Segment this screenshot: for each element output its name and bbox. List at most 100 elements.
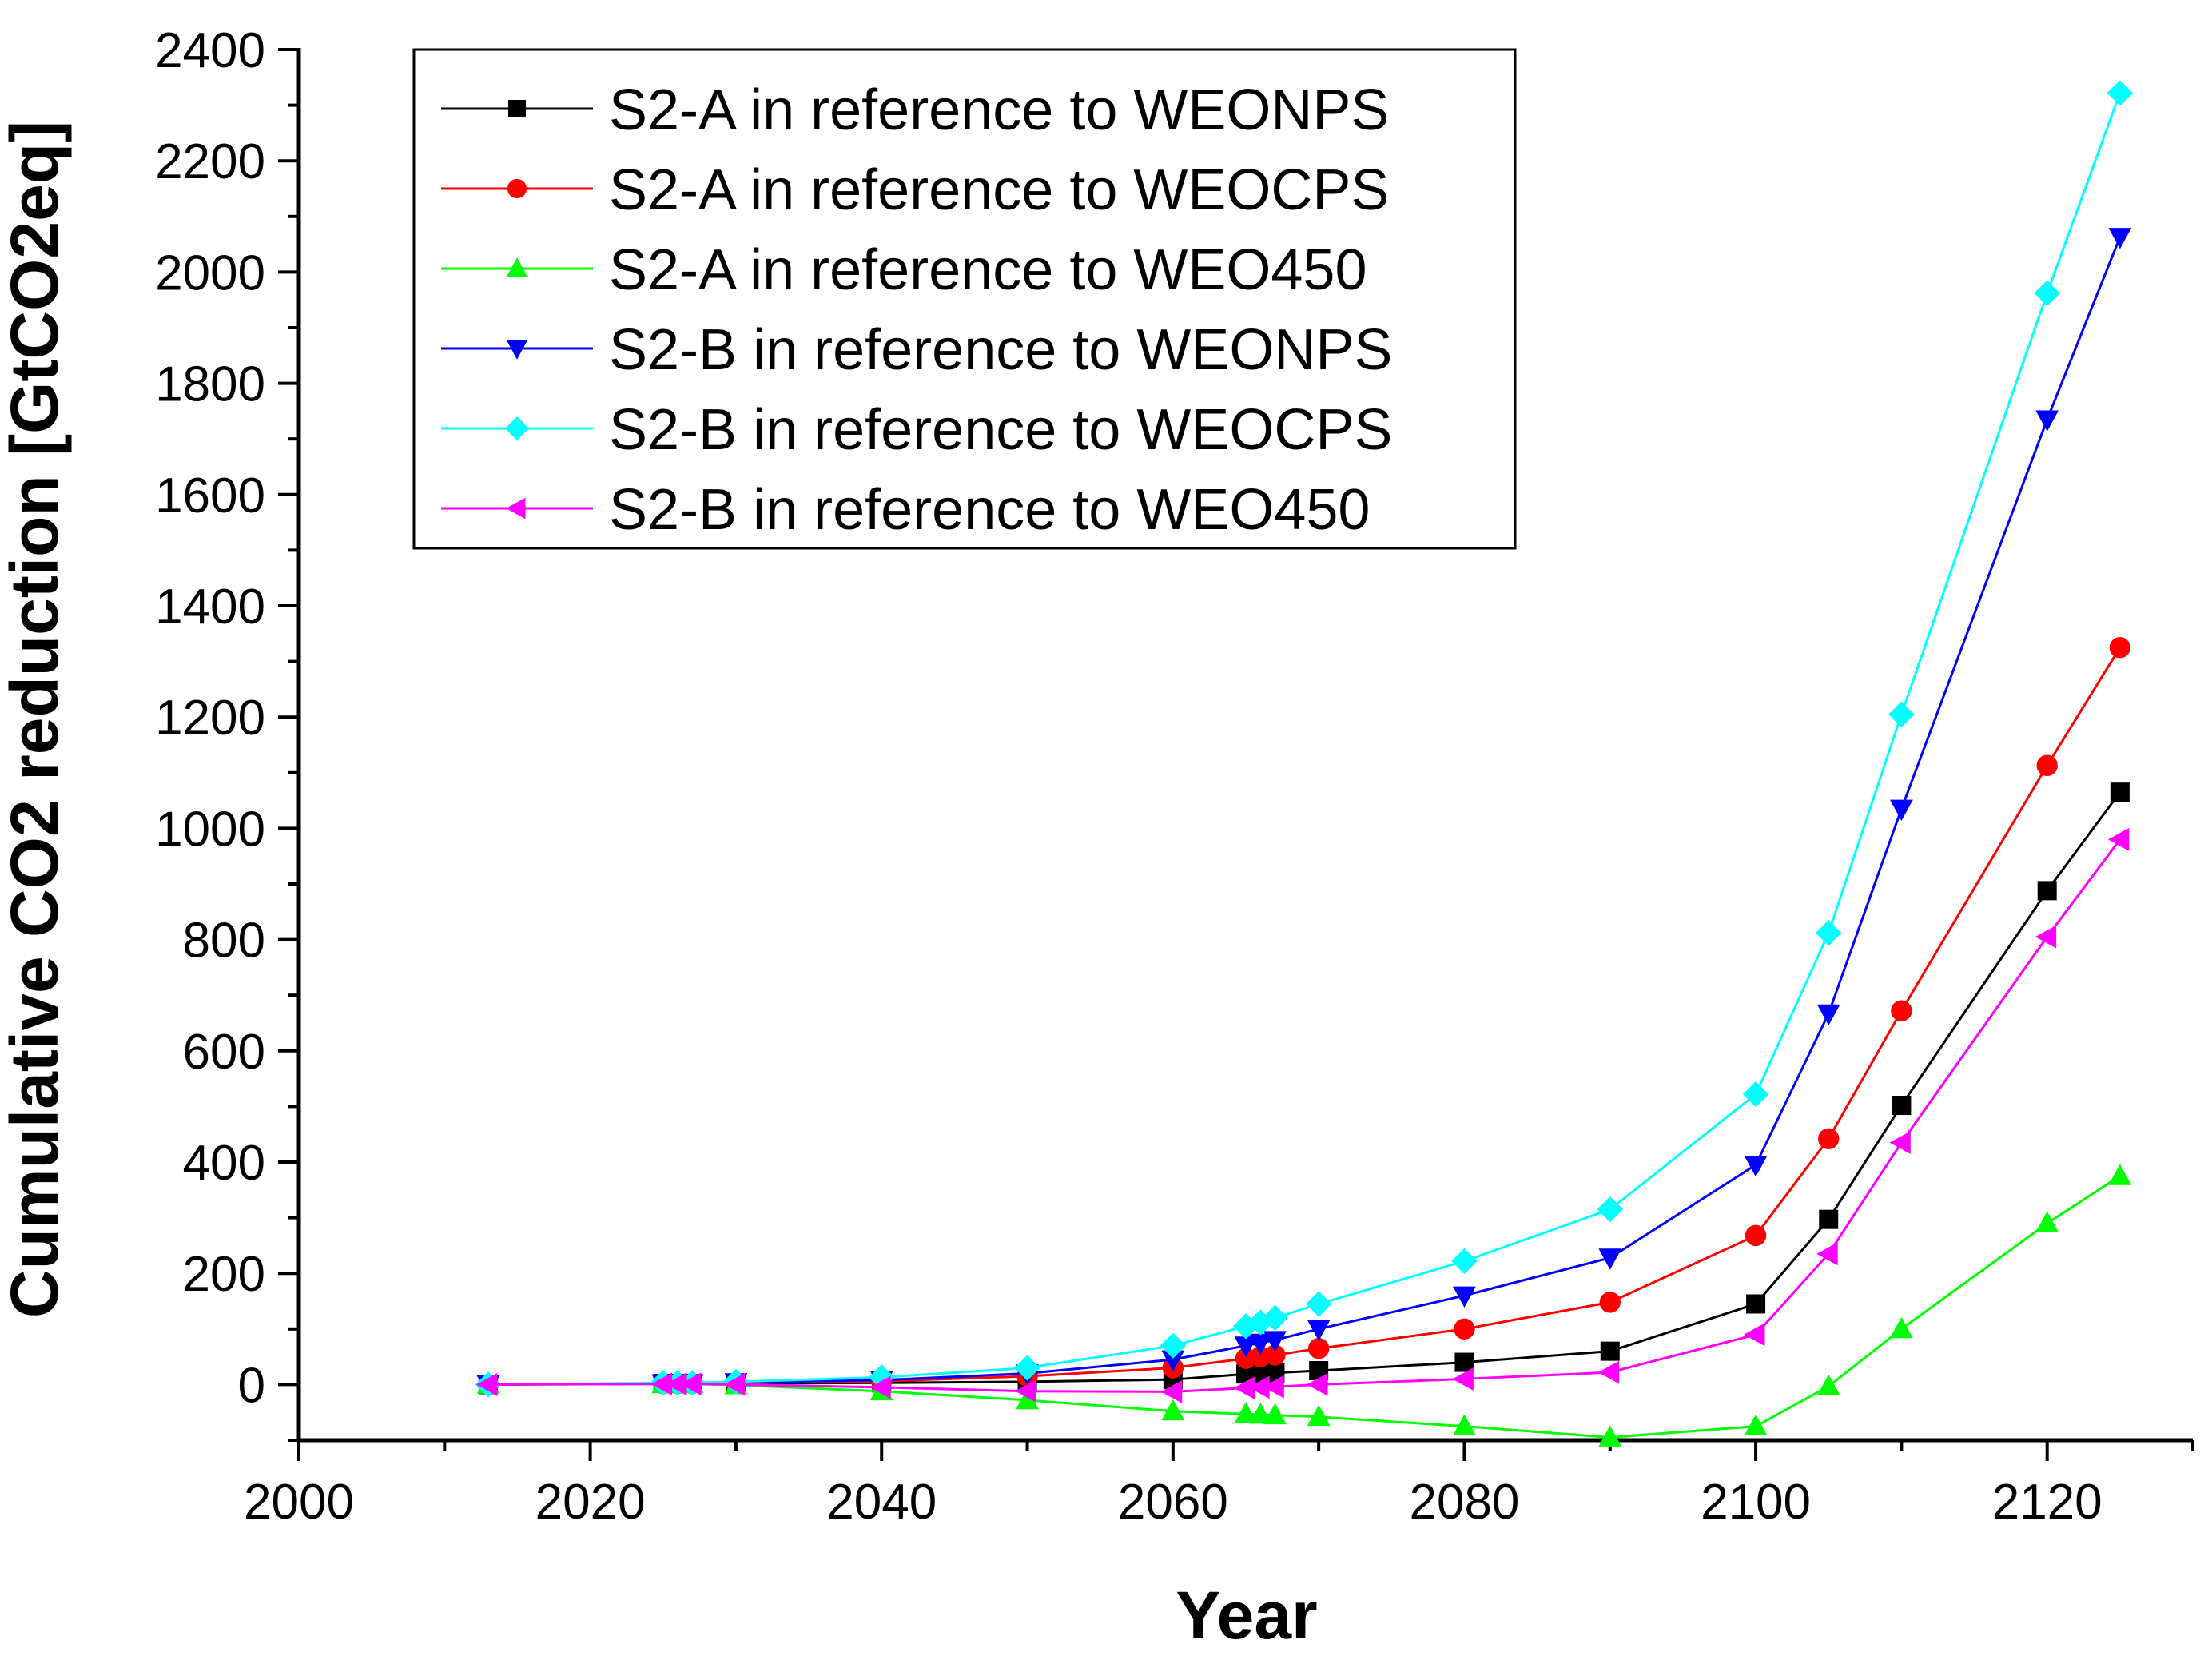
data-point xyxy=(2107,827,2130,851)
data-point xyxy=(1453,1286,1476,1308)
y-tick-label: 400 xyxy=(183,1136,265,1191)
data-point xyxy=(1889,1316,1913,1339)
x-tick-label: 2120 xyxy=(1992,1475,2103,1530)
data-point xyxy=(1744,1156,1768,1177)
x-tick-label: 2100 xyxy=(1701,1475,1811,1530)
data-point xyxy=(476,1373,498,1396)
data-point xyxy=(1598,1425,1622,1447)
data-point xyxy=(1599,1292,1621,1313)
data-point xyxy=(1744,1414,1768,1435)
legend-swatch-marker xyxy=(506,257,528,277)
data-point xyxy=(2035,410,2059,432)
legend-label: S2-A in reference to WEO450 xyxy=(609,238,1367,302)
legend-item: S2-B in reference to WEOCPS xyxy=(441,398,1392,462)
data-point xyxy=(1264,1344,1286,1366)
data-point xyxy=(1248,1375,1270,1399)
y-tick-label: 1400 xyxy=(155,579,265,635)
x-tick-label: 2020 xyxy=(535,1475,646,1530)
data-point xyxy=(2036,754,2058,776)
data-point xyxy=(1263,1403,1287,1425)
data-point xyxy=(869,1364,895,1391)
x-tick-label: 2080 xyxy=(1409,1475,1519,1530)
legend-item: S2-B in reference to WEO450 xyxy=(441,478,1370,542)
data-point xyxy=(1307,1404,1331,1427)
series-3 xyxy=(476,1164,2132,1447)
data-point xyxy=(1819,1209,1839,1229)
data-point xyxy=(1307,1320,1331,1341)
y-tick-label: 1000 xyxy=(155,802,265,857)
data-point xyxy=(2035,925,2057,949)
data-point xyxy=(1014,1355,1040,1381)
data-point xyxy=(1818,1128,1840,1149)
data-point xyxy=(1307,1337,1330,1359)
data-point xyxy=(1305,1291,1332,1317)
y-tick-label: 200 xyxy=(183,1247,265,1302)
data-point xyxy=(1744,1323,1765,1347)
data-point xyxy=(1892,1096,1912,1116)
data-point xyxy=(1742,1081,1769,1108)
data-point xyxy=(2034,280,2060,307)
data-point xyxy=(1160,1332,1187,1359)
data-point xyxy=(1160,1380,1183,1403)
data-point xyxy=(723,1373,746,1396)
data-point xyxy=(869,1375,891,1399)
data-point xyxy=(680,1372,702,1396)
legend-label: S2-B in reference to WEOCPS xyxy=(609,398,1392,462)
y-tick-label: 600 xyxy=(183,1025,265,1080)
data-point xyxy=(1248,1402,1272,1424)
legend-box xyxy=(412,48,1517,550)
data-point xyxy=(1597,1360,1620,1384)
y-tick-label: 2200 xyxy=(155,134,265,189)
legend-item: S2-A in reference to WEOCPS xyxy=(441,158,1389,222)
legend-item: S2-B in reference to WEONPS xyxy=(441,318,1392,382)
legend-swatch-marker xyxy=(506,497,526,520)
data-point xyxy=(2109,637,2131,659)
data-point xyxy=(1454,1352,1474,1372)
data-point xyxy=(1746,1294,1766,1314)
y-tick-label: 800 xyxy=(183,914,265,969)
y-tick-label: 2000 xyxy=(155,245,265,301)
data-point xyxy=(1888,701,1915,727)
legend-label: S2-B in reference to WEONPS xyxy=(609,318,1392,382)
data-point xyxy=(1263,1375,1284,1399)
data-point xyxy=(1453,1414,1476,1435)
data-point xyxy=(1161,1350,1185,1372)
axes: 2000 2020 2040 2060 2080 2100 2120 0 200 400 600 80… xyxy=(155,23,2194,1530)
legend-label: S2-B in reference to WEO450 xyxy=(609,478,1370,542)
data-point xyxy=(1016,1387,1039,1410)
data-point xyxy=(2108,1164,2132,1185)
data-point xyxy=(1234,1336,1258,1358)
data-point xyxy=(2037,881,2057,901)
data-point xyxy=(1454,1318,1475,1340)
data-point xyxy=(2035,1211,2059,1232)
series-2 xyxy=(477,637,2131,1395)
series-6 xyxy=(476,827,2130,1403)
data-point xyxy=(1015,1379,1036,1403)
data-point xyxy=(1247,1309,1274,1336)
y-tick-label: 1600 xyxy=(155,468,265,523)
data-point xyxy=(1816,1004,1840,1026)
data-point xyxy=(666,1372,687,1396)
data-point xyxy=(1889,799,1913,822)
data-point xyxy=(1816,1374,1840,1395)
x-axis-title: Year xyxy=(1176,1578,1318,1653)
data-point xyxy=(1263,1331,1287,1352)
legend-item: S2-A in reference to WEO450 xyxy=(441,238,1367,302)
legend-swatch-marker xyxy=(506,340,528,360)
x-tick-label: 2060 xyxy=(1118,1475,1228,1530)
legend-swatch-marker xyxy=(507,178,527,199)
data-point xyxy=(650,1372,673,1396)
data-point xyxy=(2107,80,2134,106)
data-point xyxy=(1234,1402,1258,1423)
legend-swatch-marker xyxy=(505,416,529,440)
series-layer xyxy=(475,80,2134,1447)
data-point xyxy=(1307,1373,1328,1396)
series-line xyxy=(487,1175,2121,1439)
y-tick-label: 0 xyxy=(238,1358,265,1413)
data-point xyxy=(1816,1242,1838,1266)
x-tick-label: 2040 xyxy=(826,1475,937,1530)
y-tick-label: 1200 xyxy=(155,691,265,746)
data-point xyxy=(1745,1224,1767,1247)
data-point xyxy=(1598,1248,1622,1270)
